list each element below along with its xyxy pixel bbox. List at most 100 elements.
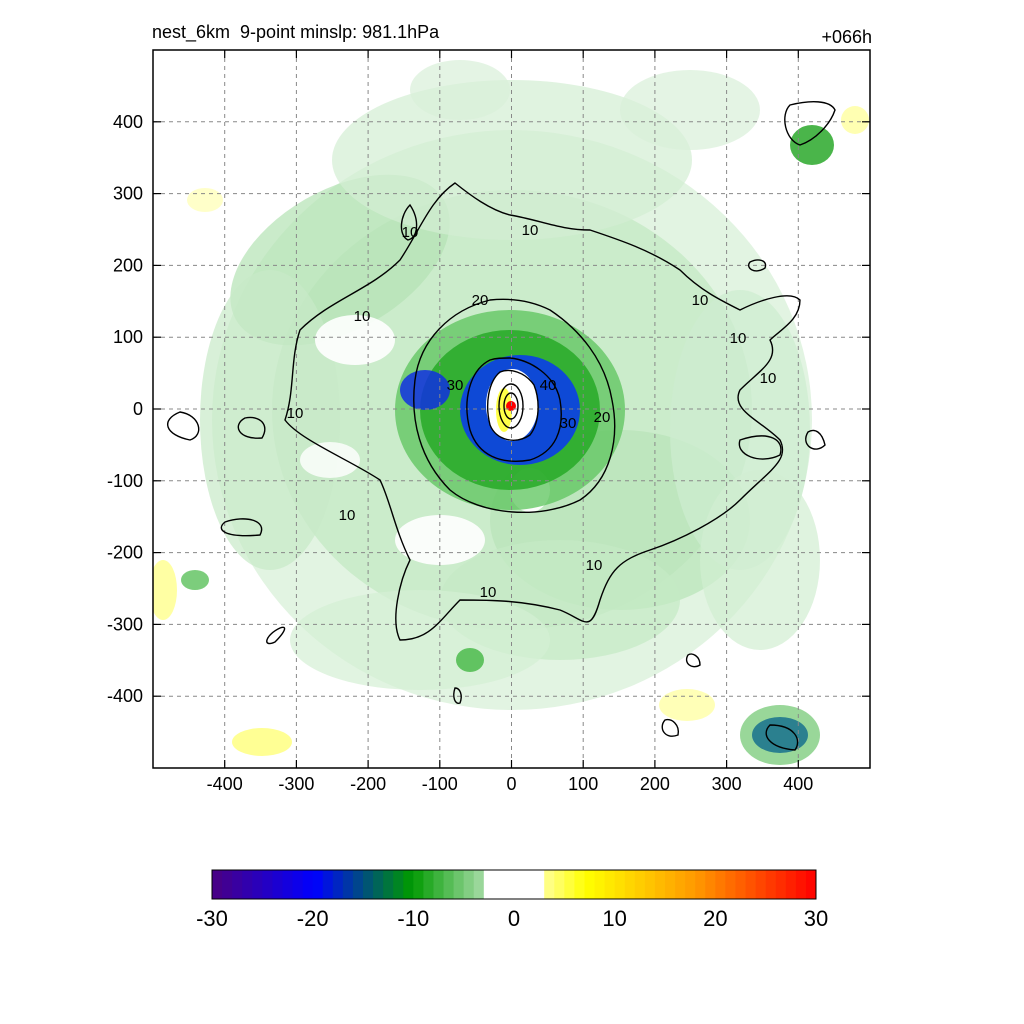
x-tick-label: -200 [350,774,386,794]
colorbar-bin [473,870,485,899]
y-tick-label: 100 [113,327,143,347]
y-tick-label: -200 [107,543,143,563]
contour-lines [167,101,836,751]
colorbar-bin [232,870,243,899]
contour-label: 30 [560,415,577,432]
colorbar-bin [514,870,525,899]
colorbar-bin [312,870,324,899]
x-tick-label: -300 [278,774,314,794]
colorbar-bin [373,870,384,899]
colorbar-bin [795,870,807,899]
colorbar-bin [715,870,726,899]
x-tick-label: 300 [712,774,742,794]
contour-label: 10 [730,330,747,347]
colorbar-bin [705,870,716,899]
colorbar-bin [252,870,263,899]
colorbar-bin [675,870,686,899]
colorbar-bin [624,870,636,899]
colorbar-bin [544,870,555,899]
contour-label: 20 [594,409,611,426]
x-tick-label: 0 [506,774,516,794]
colorbar-bin [352,870,364,899]
colorbar-tick-label: 0 [508,906,520,931]
contour-label: 10 [692,292,709,309]
colorbar-bin [272,870,283,899]
colorbar-bin [493,870,505,899]
colorbar-bin [383,870,394,899]
colorbar-bin [604,870,616,899]
colorbar-bin [453,870,465,899]
y-tick-label: 200 [113,255,143,275]
colorbar-bin [443,870,455,899]
contour-labels: 10 10 10 10 10 10 10 10 10 10 20 20 30 30 40 [287,222,777,601]
forecast-hour-label: +066h [821,27,872,47]
colorbar-bin [735,870,747,899]
y-tick-label: -300 [107,614,143,634]
colorbar-bin [785,870,797,899]
colorbar-bin [564,870,575,899]
x-tick-label: -100 [422,774,458,794]
colorbar-bin [805,870,817,899]
colorbar-bin [393,870,404,899]
axes: -400 -300 -200 -100 0 100 200 300 40040030020010… [107,50,870,794]
colorbar-bin [614,870,626,899]
contour-label: 10 [760,370,777,387]
colorbar-tick-label: -30 [196,906,228,931]
x-tick-label: 100 [568,774,598,794]
colorbar-bin [413,870,424,899]
contour-20 [413,298,616,514]
y-tick-label: 400 [113,112,143,132]
colorbar-bin [463,870,475,899]
contour-label: 40 [540,377,557,394]
colorbar-bin [423,870,434,899]
colorbar-bin [695,870,706,899]
y-tick-label: -400 [107,686,143,706]
colorbar-bin [554,870,565,899]
colorbar-tick-label: 20 [703,906,727,931]
y-tick-label: -100 [107,471,143,491]
contour-10 [284,182,801,641]
colorbar-bin [654,870,666,899]
contour-label: 10 [586,557,603,574]
colorbar-bin [282,870,294,899]
colorbar-bin [403,870,414,899]
colorbar-tick-label: 10 [602,906,626,931]
colorbar-bin [644,870,656,899]
contour-40 [487,369,539,441]
contour-label: 20 [472,292,489,309]
colorbar-tick-label: 30 [804,906,828,931]
colorbar-bin [574,870,585,899]
colorbar-frame [211,869,817,900]
y-tick-label: 0 [133,399,143,419]
colorbar-bin [534,870,545,899]
contour-label: 10 [287,405,304,422]
colorbar-bin [725,870,736,899]
contour-label: 10 [522,222,539,239]
colorbar-bin [483,870,495,899]
contour-30 [466,357,562,462]
x-tick-label: 200 [640,774,670,794]
colorbar-bin [634,870,646,899]
colorbar-bin [212,870,223,899]
colorbar-tick-label: -20 [297,906,329,931]
colorbar-bin [342,870,354,899]
colorbar-bin [242,870,253,899]
colorbar-bin [775,870,787,899]
contour-label: 10 [339,507,356,524]
colorbar-bin [363,870,374,899]
colorbar-bin [222,870,233,899]
plot-title: nest_6km 9-point minslp: 981.1hPa [152,22,440,42]
colorbar-bin [765,870,777,899]
colorbar-bin [665,870,676,899]
colorbar-bin [594,870,606,899]
colorbar-bin [755,870,767,899]
contour-label: 10 [354,308,371,325]
colorbar-bin [332,870,344,899]
vorticity-field [153,60,869,765]
colorbar-bin [584,870,596,899]
y-tick-label: 300 [113,184,143,204]
colorbar-bin [292,870,304,899]
contour-label: 30 [447,377,464,394]
x-tick-label: 400 [783,774,813,794]
